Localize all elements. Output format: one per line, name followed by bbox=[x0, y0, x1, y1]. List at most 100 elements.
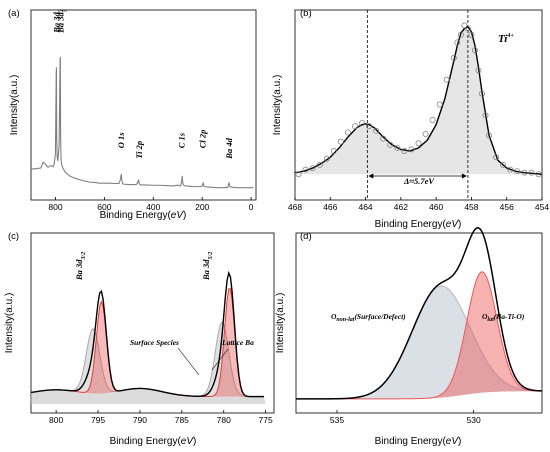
panel-d-x-ticks: 535 530 bbox=[330, 410, 481, 425]
panel-a-annotation-3: Ti 2p bbox=[134, 141, 144, 159]
panel-b-raw-point bbox=[486, 132, 493, 139]
panel-a-plot bbox=[30, 56, 254, 189]
panel-d-tick-label-1: 530 bbox=[467, 415, 481, 425]
panel-c-surface-pointer bbox=[177, 347, 200, 376]
panel-a-ylabel: Intensity(a.u.) bbox=[9, 75, 20, 136]
panel-b-raw-point bbox=[422, 130, 429, 137]
panel-a-x-ticks: 800 600 400 200 0 bbox=[48, 197, 254, 212]
panel-c-lattice-pointer bbox=[211, 348, 229, 371]
panel-c-surface-fill bbox=[31, 322, 264, 397]
panel-b-raw-point bbox=[408, 146, 415, 153]
panel-b-raw-point bbox=[450, 55, 457, 61]
panel-b-raw-point bbox=[316, 161, 323, 168]
panel-b-tick-label-1: 466 bbox=[323, 202, 337, 212]
panel-b-tick-label-6: 456 bbox=[500, 202, 514, 212]
panel-b-raw-point bbox=[514, 168, 521, 175]
panel-b-fit-line bbox=[294, 26, 543, 175]
panel-b-raw-point bbox=[528, 169, 535, 176]
panel-b-raw-point bbox=[454, 39, 461, 46]
panel-d-label: (d) bbox=[300, 231, 312, 242]
panel-d-envelope bbox=[296, 226, 543, 400]
panel-a-frame bbox=[30, 9, 257, 201]
panel-b-raw-point bbox=[443, 76, 450, 83]
panel-b-delta-arrowhead-left bbox=[368, 173, 374, 179]
panel-d-component-1-fill bbox=[296, 271, 542, 399]
panel-c: (c) 800 795 790 785 780 775 Ba 3d3/2 Ba 3d5/2… bbox=[4, 231, 275, 447]
panel-b-raw-point bbox=[394, 144, 401, 151]
panel-b-raw-point bbox=[472, 47, 478, 54]
panel-a-annotation-2: O 1s bbox=[116, 132, 126, 149]
panel-b-ti4-label: Ti4+ bbox=[498, 33, 514, 45]
panel-c-tick-label-0: 800 bbox=[49, 415, 63, 425]
panel-b-raw-point bbox=[461, 22, 468, 29]
panel-c-xlabel: Binding Energy(eV) bbox=[110, 436, 197, 447]
panel-d-xlabel: Binding Energy(eV) bbox=[375, 436, 462, 447]
panel-b-raw-point bbox=[500, 161, 507, 168]
panel-b-raw-point bbox=[457, 31, 464, 38]
panel-c-envelope bbox=[30, 270, 264, 398]
panel-c-peak-label-52: Ba 3d5/2 bbox=[201, 252, 214, 281]
panel-c-tick-label-4: 780 bbox=[217, 415, 231, 425]
panel-c-label: (c) bbox=[8, 231, 19, 242]
panel-b-tick-label-0: 468 bbox=[288, 202, 302, 212]
panel-b-tick-label-4: 460 bbox=[429, 202, 443, 212]
panel-a-tick-label-4: 0 bbox=[249, 202, 254, 212]
panel-b-raw-point bbox=[352, 123, 358, 130]
panel-b-raw-point bbox=[429, 117, 436, 123]
panel-c-x-ticks: 800 795 790 785 780 775 bbox=[49, 410, 273, 425]
panel-d-plot bbox=[296, 226, 543, 400]
panel-a-label: (a) bbox=[8, 8, 20, 19]
panel-d-component-0-fill bbox=[296, 286, 542, 399]
panel-b-fit-area bbox=[295, 27, 542, 175]
panel-b-raw-point bbox=[337, 138, 344, 145]
panel-b-frame bbox=[294, 9, 543, 201]
panel-b-raw-point bbox=[344, 129, 351, 136]
panel-d-ylabel: Intensity(a.u.) bbox=[275, 293, 286, 354]
panel-b-raw-point bbox=[309, 165, 316, 171]
panel-c-tick-label-5: 775 bbox=[259, 415, 273, 425]
panel-b-raw-point bbox=[507, 166, 514, 173]
panel-a-xlabel: Binding Energy(eV) bbox=[100, 210, 187, 221]
panel-a-tick-label-2: 400 bbox=[146, 202, 160, 212]
panel-b-raw-point bbox=[468, 31, 475, 38]
panel-a-tick-label-3: 200 bbox=[195, 202, 209, 212]
panel-b-label: (b) bbox=[300, 8, 312, 19]
panel-a-annotation-6: Ba 4d bbox=[224, 137, 234, 159]
panel-b-plot bbox=[294, 10, 543, 200]
panel-b-raw-point bbox=[302, 166, 309, 173]
panel-b-raw-point bbox=[482, 112, 489, 119]
panel-d-lat-label: Olat(Ba-Ti-O) bbox=[482, 312, 525, 323]
panel-c-peak-label-32: Ba 3d3/2 bbox=[74, 252, 87, 281]
panel-b-raw-point bbox=[535, 171, 542, 178]
panel-b-raw-point bbox=[323, 155, 330, 162]
panel-a-annotation-0: Ba 3d3 bbox=[52, 9, 65, 34]
panel-c-tick-label-2: 790 bbox=[133, 415, 147, 425]
panel-b-raw-point bbox=[475, 67, 482, 74]
panel-b-raw-point bbox=[359, 120, 365, 127]
panel-b-ylabel: Intensity(a.u.) bbox=[272, 75, 283, 136]
panel-a-tick-label-0: 800 bbox=[48, 202, 62, 212]
panel-a-annotation-4: C 1s bbox=[177, 132, 187, 148]
panel-b: (b) 468 466 464 462 460 458 456 454 Ti4+ Δ≈5.7e… bbox=[272, 8, 549, 230]
panel-a-annotation-5: Cl 2p bbox=[198, 130, 208, 149]
panel-b-raw-point bbox=[401, 148, 408, 154]
panel-a-series-0 bbox=[30, 56, 254, 189]
panel-b-raw-point bbox=[380, 135, 387, 142]
panel-b-delta-arrowhead-right bbox=[461, 173, 467, 179]
panel-b-raw-point bbox=[415, 140, 422, 147]
panel-b-tick-label-2: 464 bbox=[358, 202, 372, 212]
panel-b-raw-point bbox=[436, 101, 443, 108]
panel-b-xlabel: Binding Energy(eV) bbox=[375, 219, 462, 230]
panel-b-delta-label: Δ≈5.7eV bbox=[403, 176, 435, 186]
panel-c-ylabel: Intensity(a.u.) bbox=[4, 293, 15, 354]
panel-d: (d) 535 530 Onon-lat(Surface/Defect) Olat… bbox=[275, 226, 543, 447]
panel-c-tick-label-3: 785 bbox=[175, 415, 189, 425]
panel-b-raw-point bbox=[479, 90, 485, 97]
panel-c-tick-label-1: 795 bbox=[91, 415, 105, 425]
panel-b-raw-point bbox=[366, 123, 373, 130]
panel-c-surface-label: Surface Species bbox=[130, 338, 179, 347]
panel-b-tick-label-5: 458 bbox=[464, 202, 478, 212]
